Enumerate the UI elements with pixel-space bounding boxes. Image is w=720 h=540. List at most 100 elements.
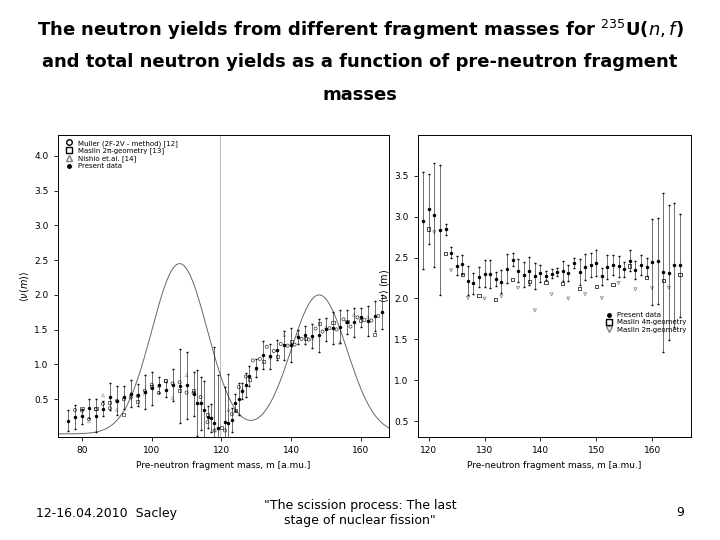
Point bbox=[146, 383, 158, 391]
Point bbox=[237, 385, 248, 394]
Point bbox=[243, 375, 255, 384]
Point bbox=[84, 415, 95, 423]
Text: 12-16.04.2010  Sacley: 12-16.04.2010 Sacley bbox=[36, 507, 177, 519]
Point bbox=[104, 398, 116, 407]
Point bbox=[328, 318, 339, 327]
Point bbox=[372, 312, 384, 320]
Point bbox=[355, 316, 366, 325]
Point bbox=[523, 278, 535, 286]
X-axis label: Pre-neutron fragment mass, m [a.mu.]: Pre-neutron fragment mass, m [a.mu.] bbox=[136, 461, 310, 470]
Point bbox=[222, 406, 234, 414]
Text: "The scission process: The last
stage of nuclear fission": "The scission process: The last stage of… bbox=[264, 499, 456, 527]
Point bbox=[320, 323, 332, 332]
Point bbox=[132, 392, 143, 400]
Point bbox=[111, 406, 122, 414]
Point bbox=[428, 228, 440, 237]
Point bbox=[590, 282, 602, 291]
Point bbox=[647, 284, 658, 293]
Point bbox=[209, 426, 220, 435]
Point bbox=[174, 386, 185, 395]
Point bbox=[240, 372, 251, 381]
Point bbox=[97, 391, 109, 400]
Point bbox=[596, 294, 608, 302]
Point bbox=[303, 335, 315, 344]
Point bbox=[473, 292, 485, 300]
Point bbox=[153, 381, 164, 390]
Point bbox=[97, 400, 109, 408]
Point bbox=[104, 404, 116, 413]
Point bbox=[264, 353, 276, 362]
Point bbox=[456, 270, 468, 279]
Point bbox=[540, 278, 552, 287]
Point bbox=[174, 378, 185, 387]
Point bbox=[313, 320, 325, 328]
Point bbox=[139, 386, 150, 395]
Point bbox=[160, 377, 171, 386]
Point bbox=[202, 410, 213, 418]
Point bbox=[209, 426, 220, 435]
Point bbox=[84, 417, 95, 426]
Point bbox=[230, 406, 241, 415]
Point bbox=[76, 404, 88, 413]
Point bbox=[546, 290, 557, 299]
Point bbox=[310, 324, 321, 333]
Point bbox=[479, 294, 490, 303]
Point bbox=[111, 396, 122, 405]
Point bbox=[146, 380, 158, 389]
Point bbox=[69, 406, 81, 414]
Point bbox=[574, 285, 585, 293]
Text: masses: masses bbox=[323, 85, 397, 104]
Point bbox=[507, 275, 518, 284]
Point bbox=[181, 388, 192, 397]
Point bbox=[624, 262, 636, 271]
Point bbox=[334, 338, 346, 347]
Point bbox=[348, 310, 360, 319]
Point bbox=[285, 338, 297, 346]
Point bbox=[188, 389, 199, 397]
Point bbox=[641, 273, 652, 282]
Point bbox=[125, 389, 137, 398]
Point bbox=[446, 266, 457, 275]
Point bbox=[90, 405, 102, 414]
Point bbox=[423, 225, 435, 233]
Point bbox=[216, 423, 228, 431]
Point bbox=[317, 327, 328, 336]
Point bbox=[495, 292, 507, 301]
Point bbox=[160, 376, 171, 384]
Y-axis label: $\langle\nu\rangle$ (m): $\langle\nu\rangle$ (m) bbox=[379, 269, 392, 303]
Point bbox=[557, 279, 569, 288]
Point bbox=[268, 347, 279, 355]
Point bbox=[279, 330, 290, 339]
Point bbox=[251, 365, 262, 374]
Point bbox=[440, 249, 451, 258]
Point bbox=[362, 313, 374, 321]
Y-axis label: $\langle\nu(m)\rangle$: $\langle\nu(m)\rangle$ bbox=[19, 271, 32, 302]
Point bbox=[118, 395, 130, 404]
Text: and total neutron yields as a function of pre-neutron fragment: and total neutron yields as a function o… bbox=[42, 53, 678, 71]
Point bbox=[629, 285, 641, 294]
Point bbox=[341, 318, 353, 326]
Point bbox=[657, 276, 669, 285]
Point bbox=[195, 393, 207, 401]
Point bbox=[338, 315, 349, 323]
Point bbox=[296, 335, 307, 343]
Point bbox=[490, 295, 502, 304]
Point bbox=[292, 330, 304, 339]
Point bbox=[580, 290, 591, 299]
Text: The neutron yields from different fragment masses for $^{235}$U($\mathit{n,f}$): The neutron yields from different fragme… bbox=[37, 18, 683, 42]
Point bbox=[181, 370, 192, 379]
Legend: Muller (2F-2V - method) [12], Maslin 2π-geometry [13], Nishio et.al. [14], Prese: Muller (2F-2V - method) [12], Maslin 2π-… bbox=[60, 137, 181, 172]
Point bbox=[202, 418, 213, 427]
Point bbox=[167, 394, 179, 402]
Point bbox=[76, 406, 88, 415]
Point bbox=[188, 386, 199, 395]
Point bbox=[330, 325, 342, 334]
Point bbox=[132, 397, 143, 406]
Point bbox=[324, 324, 336, 333]
Point bbox=[233, 383, 245, 391]
Point bbox=[282, 341, 294, 350]
Point bbox=[529, 306, 541, 315]
Point bbox=[351, 313, 363, 322]
Legend: Present data, Maslin 4π-geometry, Maslin 2π-geometry: Present data, Maslin 4π-geometry, Maslin… bbox=[599, 309, 689, 335]
Point bbox=[195, 399, 207, 408]
